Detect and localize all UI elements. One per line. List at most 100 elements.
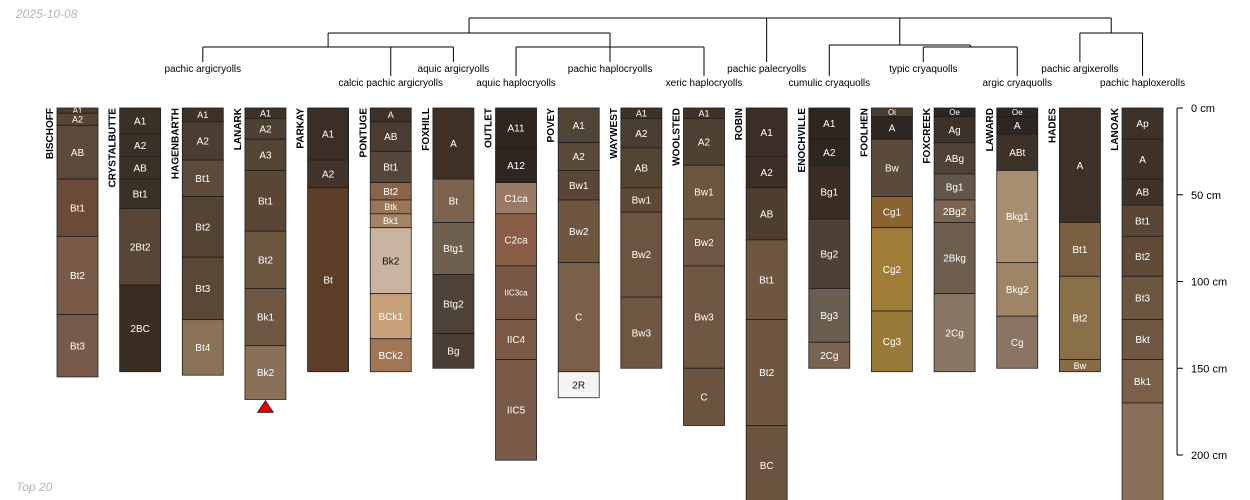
horizon-label: 2Bg2 <box>943 207 967 218</box>
taxon-label: argic cryaquolls <box>983 78 1052 89</box>
horizon-label: Bk1 <box>383 216 399 226</box>
horizon-label: A1 <box>134 117 147 128</box>
horizon <box>432 333 475 369</box>
horizon-label: Cg2 <box>883 265 902 276</box>
horizon <box>56 314 99 378</box>
horizon-label: Bk1 <box>257 313 275 324</box>
footer-label: Top 20 <box>16 480 53 494</box>
horizon-label: Ap <box>1136 119 1149 130</box>
horizon-label: A3 <box>259 150 272 161</box>
profile-name: LANOAK <box>1110 107 1121 151</box>
horizon-label: A2 <box>197 137 210 148</box>
horizon <box>933 173 976 201</box>
horizon <box>808 288 851 343</box>
horizon-label: Bw <box>885 163 900 174</box>
horizon <box>808 218 851 289</box>
horizon-label: Bt1 <box>70 203 85 214</box>
soil-profile: A1 A2 A3 Bt1 Bt2 Bk1 Bk2 LANARK <box>233 107 287 400</box>
profile-name: WAYWEST <box>609 108 620 159</box>
horizon-label: Bk2 <box>382 256 400 267</box>
horizon-label: Ag <box>948 125 960 136</box>
horizon-label: ABt <box>1009 148 1025 159</box>
horizon <box>181 256 224 321</box>
horizon-label: Bg2 <box>820 249 838 260</box>
horizon-label: A2 <box>635 129 648 140</box>
horizon-label: A2 <box>573 152 586 163</box>
horizon <box>181 196 224 258</box>
taxon-label: pachic argicryolls <box>164 64 241 75</box>
horizon-label: AB <box>384 132 398 143</box>
axis-tick-label: 50 cm <box>1191 190 1221 202</box>
horizon-label: Cg <box>1011 338 1024 349</box>
soil-profile: A1 A2 Bw1 Bw2 Bw3 C WOOLSTED <box>672 107 725 426</box>
horizon-label: 2Cg <box>820 351 838 362</box>
horizon-label: A <box>388 110 394 120</box>
horizon-label: Bw1 <box>694 188 714 199</box>
axis-tick-label: 150 cm <box>1191 363 1227 375</box>
horizon <box>745 239 788 321</box>
horizon-label: Bt2 <box>195 222 210 233</box>
soil-profile: A1 A2 Bt1 Bt2 Bt3 Bt4 HAGENBARTH <box>170 107 224 376</box>
profile-name: HADES <box>1047 108 1058 143</box>
horizon-label: Bk2 <box>257 368 275 379</box>
horizon <box>181 121 224 161</box>
horizon-label: 2R <box>572 380 585 391</box>
horizon <box>557 142 600 171</box>
horizon-label: C2ca <box>504 235 528 246</box>
horizon-label: A <box>1139 155 1146 166</box>
horizon-label: A2 <box>823 148 836 159</box>
horizon-label: Bt1 <box>133 189 148 200</box>
horizon-label: IIC5 <box>507 405 526 416</box>
horizon-label: Bt2 <box>383 187 398 198</box>
horizon-label: BCk2 <box>379 351 404 362</box>
horizon-label: AB <box>1136 188 1150 199</box>
soil-profile: A1 A2 Bt PARKAY <box>296 107 350 373</box>
horizon <box>495 182 537 215</box>
profile-name: HAGENBARTH <box>170 108 181 179</box>
horizon-label: Bkg1 <box>1006 212 1029 223</box>
horizon-label: A <box>450 139 457 150</box>
soil-profile: A1 A2 AB Bw1 Bw2 Bw3 WAYWEST <box>609 107 663 369</box>
profile-name: BISCHOFF <box>45 108 56 159</box>
taxon-label: xeric haplocryolls <box>666 78 743 89</box>
horizon <box>369 293 412 340</box>
horizon <box>871 138 913 197</box>
profile-name: CRYSTALBUTTE <box>108 108 119 188</box>
truncation-marker <box>256 399 275 413</box>
horizon-label: 2Bkg <box>943 254 966 265</box>
profile-name: FOOLHEN <box>859 108 870 157</box>
horizon <box>1059 359 1101 373</box>
axis-tick-label: 200 cm <box>1191 450 1227 462</box>
taxa-labels: pachic argicryolls calcic pachic argicryo… <box>164 64 1185 89</box>
horizon-label: Bt3 <box>195 284 210 295</box>
horizon-label: Bt2 <box>258 255 273 266</box>
horizon <box>56 235 99 315</box>
horizon-label: Bt <box>449 196 459 207</box>
horizon <box>933 293 976 373</box>
soil-profile: Oe Ag ABg Bg1 2Bg2 2Bkg 2Cg FOXCREEK <box>922 107 976 373</box>
horizon <box>495 147 537 184</box>
horizon <box>1059 275 1101 360</box>
horizon <box>56 178 99 237</box>
horizon-label: Bt3 <box>1135 294 1150 305</box>
horizon <box>244 288 287 347</box>
horizon-label: Bt1 <box>383 163 398 174</box>
horizon <box>871 310 913 373</box>
horizon-label: Bw1 <box>632 196 652 207</box>
soil-profile: A1 A2 Bw1 Bw2 C 2R POVEY <box>546 107 600 399</box>
soil-profile: A Bt1 Bt2 Bw HADES <box>1047 107 1101 373</box>
horizon <box>1121 359 1164 404</box>
horizon-label: Bw2 <box>569 227 589 238</box>
horizon <box>369 338 412 373</box>
horizon-label: Bk1 <box>1134 377 1152 388</box>
horizon-label: AB <box>635 163 649 174</box>
horizon <box>432 107 475 180</box>
depth-axis: 0 cm 50 cm 100 cm 150 cm 200 cm <box>1176 103 1227 462</box>
horizon-label: A2 <box>259 124 272 135</box>
horizon-label: A2 <box>761 168 774 179</box>
taxon-label: pachic haploxerolls <box>1100 78 1185 89</box>
horizon <box>996 170 1039 263</box>
horizon-label: Bw3 <box>632 328 652 339</box>
